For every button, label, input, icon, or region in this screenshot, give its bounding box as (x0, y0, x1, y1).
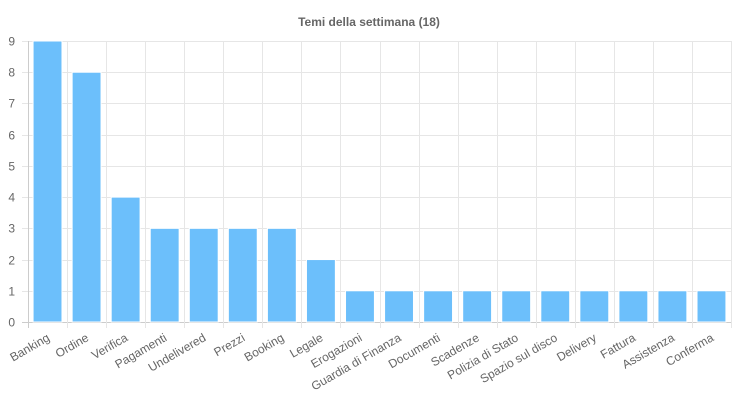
bar[interactable] (384, 290, 414, 323)
bar[interactable] (71, 71, 102, 323)
bar[interactable] (149, 227, 180, 323)
grid (22, 41, 732, 328)
x-tick-label: Prezzi (211, 330, 247, 359)
y-tick-label: 1 (8, 285, 15, 299)
x-axis-ticks: Banking OrdineVerificaPagamentiUndelivere… (7, 330, 716, 393)
bar[interactable] (266, 227, 297, 323)
x-tick-label: Ordine (53, 330, 91, 360)
bar[interactable] (657, 290, 688, 323)
y-tick-label: 0 (8, 316, 15, 330)
bar[interactable] (540, 290, 571, 323)
bar[interactable] (188, 227, 219, 323)
bar[interactable] (696, 290, 727, 323)
y-axis-ticks: 0 1 2 3 4 5 6 7 8 9 (8, 35, 15, 330)
chart-title: Temi della settimana (18) (298, 15, 440, 29)
y-tick-label: 5 (8, 160, 15, 174)
x-tick-label: Banking (7, 330, 52, 364)
y-tick-label: 4 (8, 191, 15, 205)
y-tick-label: 2 (8, 254, 15, 268)
x-tick-label: Booking (242, 330, 287, 364)
bar[interactable] (423, 290, 454, 323)
y-tick-label: 7 (8, 97, 15, 111)
bar[interactable] (305, 259, 336, 323)
bar[interactable] (462, 290, 493, 323)
bars (32, 40, 727, 323)
y-tick-label: 6 (8, 129, 15, 143)
bar[interactable] (32, 40, 63, 323)
y-tick-label: 8 (8, 66, 15, 80)
y-tick-label: 3 (8, 222, 15, 236)
y-tick-label: 9 (8, 35, 15, 49)
bar[interactable] (345, 290, 375, 323)
bar[interactable] (227, 227, 258, 323)
bar[interactable] (618, 290, 649, 323)
bar[interactable] (110, 196, 141, 323)
x-tick-label: Delivery (554, 330, 599, 364)
bar[interactable] (501, 290, 532, 323)
bar[interactable] (579, 290, 610, 323)
